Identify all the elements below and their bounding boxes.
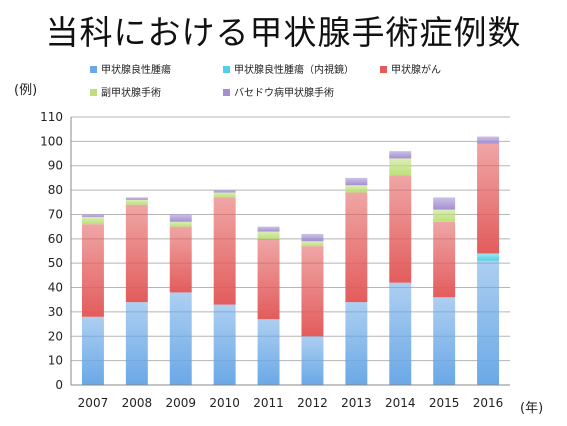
bar-segment-2014-s3 [389, 158, 412, 176]
legend-swatch-parathyroid [90, 89, 97, 96]
bar-segment-2011-s4 [257, 226, 280, 232]
bar-segment-2007-s4 [81, 214, 104, 217]
bar-segment-2013-s2 [345, 192, 368, 303]
y-tick-label: 20 [48, 329, 63, 343]
bar-segment-2010-s4 [213, 190, 236, 193]
legend-swatch-cancer [380, 66, 387, 73]
bar-segment-2009-s0 [169, 292, 192, 385]
x-tick-label: 2009 [165, 396, 196, 410]
bar-segment-2013-s3 [345, 185, 368, 193]
bar-segment-2013-s4 [345, 177, 368, 186]
y-axis-label: (例) [14, 83, 38, 98]
legend-label-basedow: バセドウ病甲状腺手術 [234, 88, 334, 99]
legend-swatch-benign-endoscopic [223, 66, 230, 73]
x-tick-label: 2014 [385, 396, 416, 410]
bar-segment-2016-s2 [477, 143, 500, 254]
y-tick-label: 50 [48, 256, 63, 270]
legend-item-parathyroid: 副甲状腺手術 [90, 84, 161, 99]
x-tick-label: 2016 [473, 396, 504, 410]
bar-segment-2014-s4 [389, 151, 412, 159]
y-tick-label: 60 [48, 232, 63, 246]
x-tick-label: 2010 [209, 396, 240, 410]
legend-item-benign-endoscopic: 甲状腺良性腫瘍（内視鏡） [223, 61, 354, 76]
bar-segment-2013-s0 [345, 302, 368, 385]
bar-segment-2008-s0 [125, 302, 148, 385]
y-tick-label: 80 [48, 183, 63, 197]
bar-segment-2009-s2 [169, 226, 192, 293]
bar-segment-2010-s0 [213, 304, 236, 385]
bar-segment-2012-s0 [301, 336, 324, 385]
y-tick-label: 90 [48, 159, 63, 173]
bar-segment-2008-s2 [125, 204, 148, 303]
bar-segment-2016-s1 [477, 253, 500, 261]
bar-segment-2014-s2 [389, 175, 412, 283]
bar-segment-2016-s0 [477, 260, 500, 385]
legend-label-benign-endoscopic: 甲状腺良性腫瘍（内視鏡） [234, 65, 354, 76]
bar-segment-2010-s2 [213, 197, 236, 305]
legend-label-benign: 甲状腺良性腫瘍 [101, 65, 171, 76]
x-tick-label: 2007 [78, 396, 109, 410]
bar-segment-2011-s2 [257, 238, 280, 320]
x-tick-label: 2011 [253, 396, 284, 410]
legend-swatch-basedow [223, 89, 230, 96]
x-tick-label: 2015 [429, 396, 460, 410]
y-tick-label: 0 [55, 378, 63, 392]
bar-segment-2010-s3 [213, 192, 236, 198]
bar-segment-2008-s4 [125, 197, 148, 200]
legend-item-cancer: 甲状腺がん [380, 61, 441, 76]
chart-title: 当科における甲状腺手術症例数 [45, 13, 522, 52]
y-tick-label: 10 [48, 354, 63, 368]
x-axis-label: (年) [520, 401, 544, 416]
legend-label-cancer: 甲状腺がん [391, 65, 441, 76]
bar-segment-2008-s3 [125, 199, 148, 205]
bar-segment-2009-s4 [169, 214, 192, 222]
bar-segment-2015-s0 [433, 297, 456, 385]
bar-segment-2007-s0 [81, 316, 104, 385]
x-tick-label: 2008 [122, 396, 153, 410]
x-tick-label: 2013 [341, 396, 372, 410]
bar-segment-2016-s4 [477, 136, 500, 144]
bar-segment-2014-s0 [389, 282, 412, 385]
x-tick-label: 2012 [297, 396, 328, 410]
bar-segment-2015-s2 [433, 221, 456, 298]
bar-segment-2007-s3 [81, 216, 104, 225]
y-tick-label: 40 [48, 281, 63, 295]
bar-segment-2015-s4 [433, 197, 456, 210]
y-tick-label: 110 [40, 110, 63, 124]
bar-segment-2012-s2 [301, 246, 324, 337]
bar-segment-2011-s0 [257, 319, 280, 385]
y-tick-label: 70 [48, 207, 63, 221]
bar-segment-2009-s3 [169, 221, 192, 227]
legend-swatch-benign [90, 66, 97, 73]
y-tick-label: 100 [40, 134, 63, 148]
y-tick-label: 30 [48, 305, 63, 319]
bar-segment-2007-s2 [81, 224, 104, 317]
legend-label-parathyroid: 副甲状腺手術 [101, 88, 161, 99]
legend-item-benign: 甲状腺良性腫瘍 [90, 61, 171, 76]
legend-item-basedow: バセドウ病甲状腺手術 [223, 84, 334, 99]
bar-segment-2011-s3 [257, 231, 280, 239]
bar-segment-2012-s4 [301, 233, 324, 242]
bar-segment-2012-s3 [301, 241, 324, 247]
bar-segment-2015-s3 [433, 209, 456, 222]
